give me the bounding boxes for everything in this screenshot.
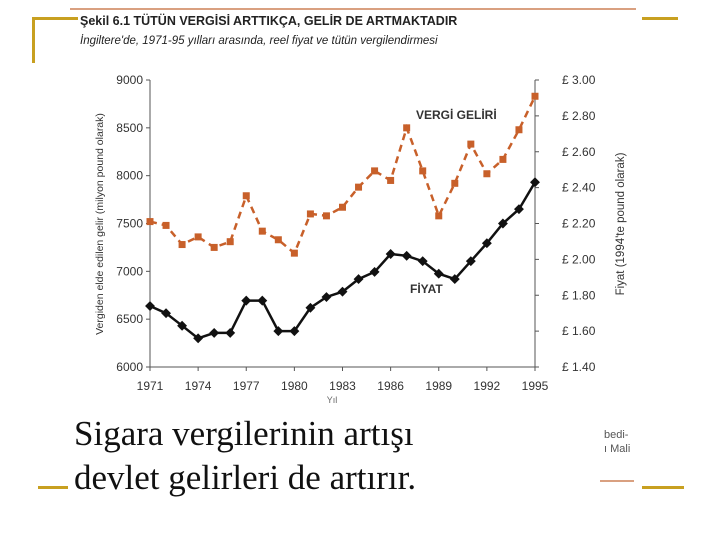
price-point-1980 <box>289 326 300 337</box>
x-axis-label-fragment: Yıl <box>327 395 338 405</box>
x-tick-label-1: 1974 <box>185 379 212 393</box>
y2-tick-label-1: £ 1.60 <box>562 324 596 338</box>
side-text-line-1: bedi- <box>604 429 629 441</box>
frame-top-left-horizontal <box>32 17 78 20</box>
slide-caption: Sigara vergilerinin artışı devlet gelirl… <box>74 412 416 500</box>
x-tick-label-7: 1992 <box>474 379 501 393</box>
tax-point-1974 <box>194 233 202 241</box>
x-tick-label-6: 1989 <box>425 379 452 393</box>
price-point-1994 <box>514 204 524 215</box>
y-tick-label-4: 8000 <box>116 169 143 183</box>
tax-point-1981 <box>306 210 314 218</box>
price-point-1971 <box>145 301 155 311</box>
tax-point-1985 <box>371 167 379 175</box>
x-tick-label-2: 1977 <box>233 379 260 393</box>
tax-point-1976 <box>226 238 234 246</box>
figure-title: Şekil 6.1 TÜTÜN VERGİSİ ARTTIKÇA, GELİR … <box>80 14 458 28</box>
tax-point-1988 <box>419 167 427 175</box>
price-point-1976 <box>225 327 236 338</box>
tax-point-1978 <box>258 227 266 235</box>
price-point-1972 <box>161 308 171 319</box>
y2-tick-label-0: £ 1.40 <box>562 360 596 374</box>
tax-point-1992 <box>483 170 491 178</box>
tax-point-1973 <box>178 241 186 249</box>
frame-top-rule <box>70 8 636 10</box>
tax-point-1984 <box>355 183 363 191</box>
tax-point-1982 <box>322 212 330 220</box>
y2-tick-label-2: £ 1.80 <box>562 288 596 302</box>
tax-point-1972 <box>162 221 170 229</box>
y2-tick-label-4: £ 2.20 <box>562 217 596 231</box>
x-tick-label-0: 1971 <box>137 379 164 393</box>
series-label-price: FİYAT <box>410 281 443 296</box>
tax-point-1991 <box>467 140 475 148</box>
caption-line-2: devlet gelirleri de artırır. <box>74 458 417 497</box>
y2-tick-label-5: £ 2.40 <box>562 181 596 195</box>
side-text-fragment: bedi- ı Mali <box>604 428 630 456</box>
price-point-1989 <box>433 268 444 279</box>
y-tick-label-1: 6500 <box>116 312 143 326</box>
tax-point-1979 <box>274 236 282 244</box>
tax-point-1980 <box>290 249 298 257</box>
series-label-tax: VERGİ GELİRİ <box>416 107 497 122</box>
figure-subtitle: İngiltere'de, 1971-95 yılları arasında, … <box>80 35 438 47</box>
price-point-1984 <box>353 274 364 285</box>
frame-bottom-right-horizontal <box>642 486 684 489</box>
tax-point-1987 <box>403 124 411 132</box>
y2-tick-label-8: £ 3.00 <box>562 73 596 87</box>
frame-bottom-rule <box>600 480 634 482</box>
price-point-1982 <box>321 292 332 302</box>
y-tick-label-6: 9000 <box>116 73 143 87</box>
price-point-1988 <box>417 256 428 267</box>
price-point-1979 <box>273 326 284 337</box>
y-tick-label-0: 6000 <box>116 360 143 374</box>
tax-point-1975 <box>210 243 218 251</box>
price-point-1981 <box>305 302 316 313</box>
tax-point-1977 <box>242 192 250 200</box>
y2-axis-label: Fiyat (1994'te pound olarak) <box>615 152 627 295</box>
y2-tick-label-3: £ 2.00 <box>562 252 596 266</box>
price-point-1987 <box>401 250 412 261</box>
x-tick-label-8: 1995 <box>522 379 549 393</box>
price-point-1978 <box>257 295 268 306</box>
tax-point-1983 <box>339 203 346 211</box>
price-point-1975 <box>209 327 220 338</box>
y-tick-label-5: 8500 <box>116 121 143 135</box>
tax-point-1989 <box>435 212 443 220</box>
price-point-1990 <box>449 274 460 285</box>
x-tick-label-4: 1983 <box>329 379 356 393</box>
tax-point-1971 <box>146 218 154 226</box>
price-point-1995 <box>530 177 540 188</box>
tax-point-1986 <box>387 176 395 184</box>
frame-top-right-horizontal <box>642 17 678 20</box>
tax-point-1994 <box>515 126 523 134</box>
price-point-1974 <box>193 333 204 344</box>
y2-tick-label-7: £ 2.80 <box>562 109 596 123</box>
frame-top-left-vertical <box>32 17 35 63</box>
y-tick-label-3: 7500 <box>116 217 143 231</box>
y-axis-label: Vergiden elde edilen gelir (milyon pound… <box>94 113 106 335</box>
price-point-1977 <box>241 295 252 306</box>
price-point-1986 <box>385 249 396 259</box>
price-point-1992 <box>481 238 492 249</box>
x-tick-label-3: 1980 <box>281 379 308 393</box>
price-point-1983 <box>337 286 348 297</box>
y2-tick-label-6: £ 2.60 <box>562 145 596 159</box>
x-tick-label-5: 1986 <box>377 379 404 393</box>
side-text-line-2: ı Mali <box>604 443 631 455</box>
frame-bottom-left-horizontal <box>38 486 68 489</box>
price-point-1993 <box>497 218 508 229</box>
tax-point-1995 <box>531 92 539 100</box>
tax-point-1990 <box>451 179 459 187</box>
caption-line-1: Sigara vergilerinin artışı <box>74 414 414 453</box>
price-point-1985 <box>369 266 380 277</box>
tax-point-1993 <box>499 155 507 163</box>
price-point-1973 <box>177 320 188 331</box>
y-tick-label-2: 7000 <box>116 264 143 278</box>
price-point-1991 <box>465 256 476 267</box>
